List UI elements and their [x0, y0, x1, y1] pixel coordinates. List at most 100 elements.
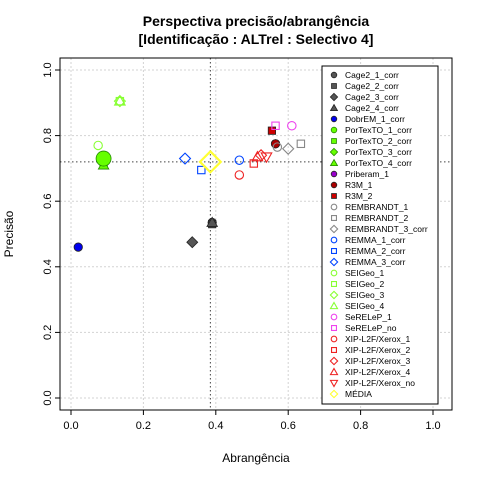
y-tick-label: 0.0: [42, 390, 54, 405]
x-tick-label: 0.6: [281, 420, 296, 432]
data-point: [73, 242, 83, 252]
legend-label: Cage2_1_corr: [345, 70, 399, 80]
legend-marker: [330, 126, 338, 134]
legend-marker: [329, 379, 339, 388]
legend-marker: [330, 236, 338, 244]
legend-marker: [330, 269, 338, 277]
legend-marker: [330, 203, 338, 211]
legend-label: Cage2_2_corr: [345, 81, 399, 91]
y-tick-label: 0.2: [42, 325, 54, 340]
legend-box: [321, 65, 439, 405]
data-point: [281, 142, 295, 155]
data-point: [249, 159, 259, 168]
legend-label: XIP-L2F/Xerox_4: [345, 367, 410, 377]
y-tick-label: 0.4: [42, 259, 54, 274]
legend-marker: [329, 389, 339, 399]
data-point: [234, 155, 245, 165]
legend-label: SEIGeo_1: [345, 268, 384, 278]
legend-label: PorTexTO_4_corr: [345, 158, 412, 168]
legend-marker: [329, 103, 339, 112]
legend-marker: [330, 115, 338, 123]
data-point: [178, 152, 192, 165]
legend-label: REMBRANDT_1: [345, 202, 409, 212]
data-point: [251, 150, 264, 162]
chart-title: Perspectiva precisão/abrangência: [143, 13, 370, 29]
legend-label: XIP-L2F/Xerox_3: [345, 356, 410, 366]
legend-marker: [330, 324, 337, 331]
legend-label: REMMA_3_corr: [345, 257, 406, 267]
y-tick-label: 1.0: [42, 62, 54, 77]
legend-marker: [330, 248, 337, 255]
legend-marker: [330, 280, 337, 287]
legend-marker: [331, 138, 337, 144]
data-point: [93, 140, 103, 151]
legend-label: XIP-L2F/Xerox_2: [345, 345, 410, 355]
legend-label: PorTexTO_2_corr: [345, 136, 412, 146]
legend-marker: [329, 92, 339, 102]
legend-marker: [330, 71, 338, 79]
legend-label: XIP-L2F/Xerox_no: [345, 378, 415, 388]
legend-label: XIP-L2F/Xerox_1: [345, 334, 410, 344]
legend-marker: [331, 83, 337, 89]
data-point: [260, 152, 273, 164]
data-point: [198, 149, 223, 174]
legend-marker: [330, 181, 338, 189]
legend-label: REMMA_1_corr: [345, 235, 406, 245]
data-point: [95, 150, 112, 167]
legend-label: DobrEM_1_corr: [345, 114, 405, 124]
data-point: [197, 165, 206, 175]
y-axis-label: Precisão: [2, 210, 16, 257]
data-point: [206, 216, 219, 227]
legend-label: PorTexTO_1_corr: [345, 125, 412, 135]
x-axis-label: Abrangência: [222, 451, 290, 465]
legend-marker: [329, 301, 339, 310]
data-point: [271, 121, 280, 130]
x-tick-label: 0.2: [136, 420, 151, 432]
y-tick-label: 0.6: [42, 194, 54, 209]
legend-marker: [329, 224, 339, 234]
legend-label: SeRELeP_1: [345, 312, 392, 322]
legend-label: REMBRANDT_2: [345, 213, 409, 223]
data-point: [113, 94, 127, 106]
legend-marker: [329, 158, 339, 167]
x-tick-label: 0.8: [353, 420, 368, 432]
legend-marker: [330, 170, 338, 178]
data-point: [296, 139, 306, 149]
legend-label: SEIGeo_4: [345, 301, 384, 311]
legend-marker: [329, 257, 339, 267]
legend-marker: [330, 335, 338, 343]
x-tick-label: 0.0: [63, 420, 78, 432]
legend-label: SeRELeP_no: [345, 323, 397, 333]
legend-label: REMBRANDT_3_corr: [345, 224, 428, 234]
legend-marker: [329, 367, 339, 376]
plot-frame: [59, 57, 453, 411]
legend-label: R3M_1: [345, 180, 373, 190]
data-point: [287, 121, 297, 131]
x-tick-label: 0.4: [208, 420, 223, 432]
chart-subtitle: [Identificação : ALTrel : Selectivo 4]: [139, 31, 374, 47]
legend-marker: [331, 193, 337, 199]
legend-marker: [329, 356, 339, 366]
y-tick-label: 0.8: [42, 128, 54, 143]
legend-marker: [330, 215, 337, 222]
legend-marker: [329, 147, 339, 157]
legend-marker: [330, 313, 338, 321]
legend-label: Cage2_4_corr: [345, 103, 399, 113]
legend-label: Priberam_1: [345, 169, 389, 179]
legend-marker: [330, 346, 337, 353]
legend-label: SEIGeo_2: [345, 279, 384, 289]
legend: Cage2_1_corrCage2_2_corrCage2_3_corrCage…: [321, 65, 439, 405]
data-point: [186, 236, 199, 249]
legend-label: R3M_2: [345, 191, 373, 201]
data-point: [234, 170, 245, 180]
data-point: [272, 142, 283, 152]
legend-label: REMMA_2_corr: [345, 246, 406, 256]
legend-label: SEIGeo_3: [345, 290, 384, 300]
legend-label: MÉDIA: [345, 389, 372, 399]
data-point: [113, 94, 127, 108]
legend-label: Cage2_3_corr: [345, 92, 399, 102]
legend-marker: [329, 290, 339, 300]
x-tick-label: 1.0: [425, 420, 440, 432]
legend-label: PorTexTO_3_corr: [345, 147, 412, 157]
